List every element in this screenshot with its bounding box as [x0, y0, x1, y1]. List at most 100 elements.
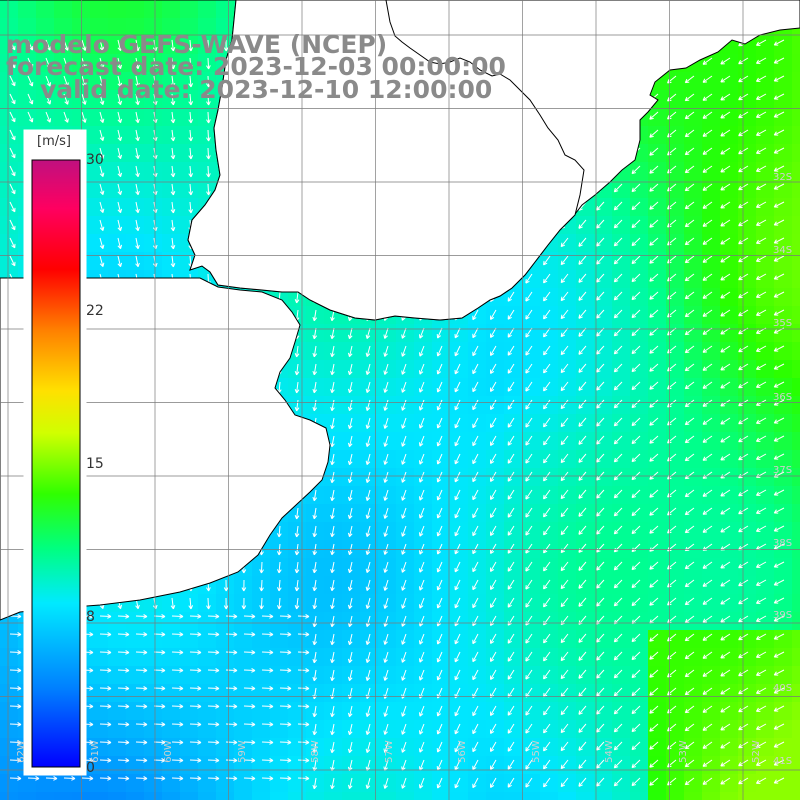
wind-arrow — [117, 201, 123, 214]
wind-arrow — [347, 507, 353, 520]
wind-cell — [792, 612, 800, 631]
wind-cell — [666, 378, 685, 397]
wind-cell — [720, 162, 739, 181]
wind-arrow — [613, 741, 623, 751]
wind-cell — [666, 738, 685, 757]
wind-cell — [702, 612, 721, 631]
wind-cell — [792, 522, 800, 541]
wind-cell — [216, 684, 235, 703]
wind-cell — [378, 558, 397, 577]
wind-cell — [414, 324, 433, 343]
wind-cell — [126, 756, 145, 775]
wind-cell — [522, 288, 541, 307]
wind-cell — [360, 792, 379, 800]
wind-cell — [576, 252, 595, 271]
wind-cell — [378, 342, 397, 361]
wind-arrow — [543, 291, 551, 302]
wind-arrow — [684, 381, 695, 390]
wind-arrow — [9, 255, 16, 267]
wind-cell — [774, 738, 793, 757]
wind-cell — [630, 666, 649, 685]
wind-cell — [594, 594, 613, 613]
wind-arrow — [401, 561, 407, 573]
wind-arrow — [418, 651, 425, 663]
wind-arrow — [347, 489, 353, 502]
wind-cell — [522, 648, 541, 667]
wind-arrow — [347, 381, 353, 394]
wind-cell — [144, 234, 163, 253]
wind-arrow — [365, 705, 371, 717]
wind-arrow — [279, 722, 292, 727]
wind-cell — [756, 270, 775, 289]
wind-arrow — [365, 597, 371, 609]
wind-cell — [720, 684, 739, 703]
wind-arrow — [720, 741, 731, 749]
wind-arrow — [117, 740, 130, 745]
wind-cell — [666, 234, 685, 253]
wind-arrow — [702, 651, 713, 659]
wind-arrow — [401, 705, 407, 717]
wind-arrow — [755, 57, 767, 64]
wind-arrow — [259, 561, 264, 574]
wind-arrow — [720, 633, 731, 641]
wind-arrow — [454, 633, 461, 645]
wind-arrow — [436, 597, 443, 609]
wind-cell — [90, 252, 109, 271]
wind-cell — [666, 414, 685, 433]
wind-arrow — [454, 507, 461, 519]
wind-cell — [504, 612, 523, 631]
wind-arrow — [755, 93, 767, 100]
wind-arrow — [773, 363, 785, 370]
wind-arrow — [153, 704, 166, 709]
wind-cell — [468, 648, 487, 667]
wind-cell — [522, 684, 541, 703]
wind-arrow — [773, 57, 785, 64]
wind-arrow — [684, 111, 695, 120]
wind-cell — [162, 774, 181, 793]
wind-cell — [738, 558, 757, 577]
wind-cell — [360, 720, 379, 739]
wind-cell — [774, 360, 793, 379]
wind-cell — [144, 162, 163, 181]
wind-cell — [126, 720, 145, 739]
wind-arrow — [702, 525, 713, 533]
wind-arrow — [153, 668, 166, 673]
wind-cell — [540, 594, 559, 613]
wind-cell — [216, 666, 235, 685]
wind-arrow — [649, 579, 659, 588]
wind-cell — [36, 0, 55, 19]
wind-cell — [684, 792, 703, 800]
wind-arrow — [578, 363, 587, 373]
wind-cell — [720, 396, 739, 415]
wind-arrow — [631, 525, 641, 535]
wind-arrow — [401, 525, 407, 537]
wind-cell — [558, 702, 577, 721]
wind-arrow — [99, 758, 112, 763]
wind-cell — [432, 792, 451, 800]
wind-arrow — [490, 309, 497, 320]
wind-cell — [738, 792, 757, 800]
wind-arrow — [401, 453, 407, 465]
wind-cell — [162, 198, 181, 217]
wind-cell — [198, 720, 217, 739]
wind-arrow — [755, 237, 767, 244]
lat-label: 39S — [773, 610, 793, 621]
wind-arrow — [454, 759, 461, 771]
wind-arrow — [755, 651, 767, 658]
wind-arrow — [418, 633, 425, 645]
wind-arrow — [99, 39, 105, 51]
wind-cell — [648, 738, 667, 757]
wind-arrow — [365, 399, 371, 411]
wind-cell — [144, 702, 163, 721]
wind-arrow — [755, 669, 767, 676]
wind-cell — [540, 432, 559, 451]
wind-cell — [558, 612, 577, 631]
wind-cell — [630, 252, 649, 271]
wind-arrow — [578, 345, 587, 355]
wind-arrow — [347, 435, 353, 448]
wind-cell — [126, 126, 145, 145]
wind-cell — [648, 216, 667, 235]
wind-arrow — [27, 776, 40, 781]
wind-arrow — [684, 183, 695, 192]
wind-arrow — [755, 165, 767, 172]
